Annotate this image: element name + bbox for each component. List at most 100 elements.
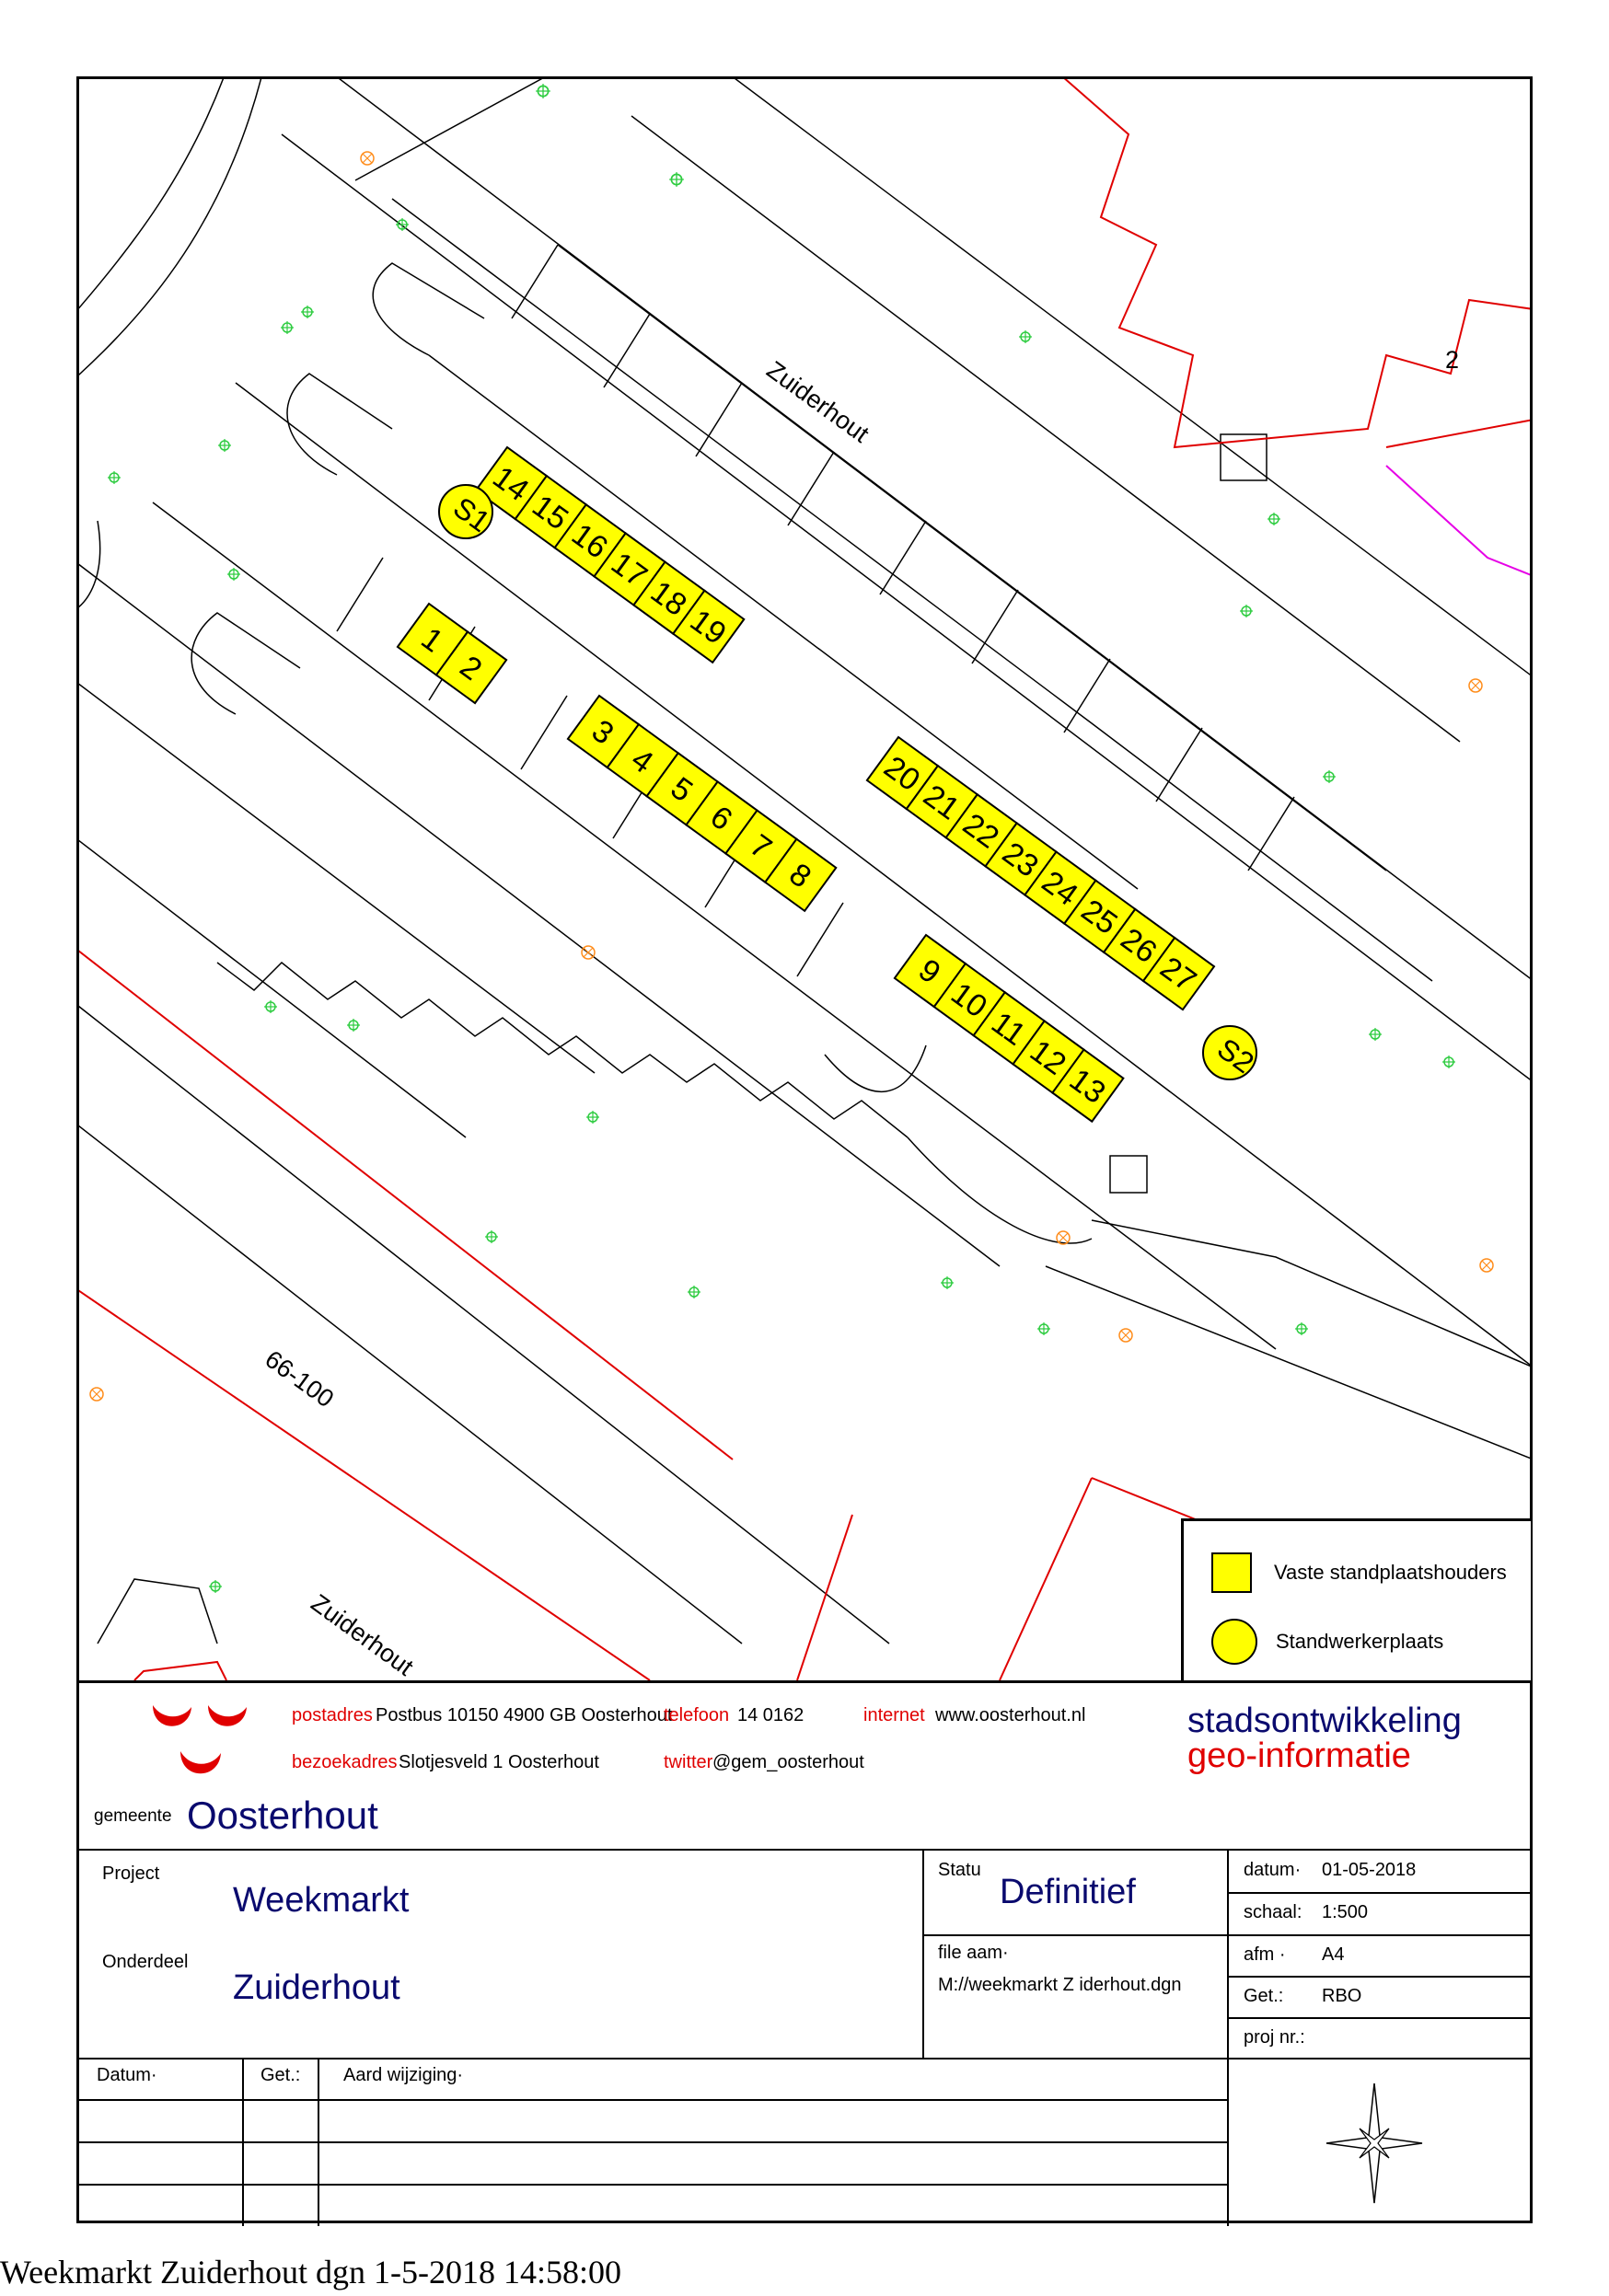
divider <box>1227 1849 1229 2226</box>
legend-square-swatch <box>1211 1552 1252 1593</box>
stall-row: 12 <box>396 602 508 705</box>
parcel-boundaries <box>79 79 1530 1680</box>
stall-26[interactable]: 26 <box>1102 907 1176 983</box>
title-block: gemeente Oosterhout postadres Postbus 10… <box>76 1680 1533 2226</box>
stall-20[interactable]: 20 <box>865 735 940 811</box>
divider <box>76 1849 1533 1851</box>
stall-27[interactable]: 27 <box>1141 936 1216 1011</box>
stall-12[interactable]: 12 <box>1012 1020 1085 1094</box>
telefoon-label: telefoon <box>664 1705 730 1725</box>
stall-8[interactable]: 8 <box>763 837 838 913</box>
divider <box>76 2099 1227 2101</box>
stall-3[interactable]: 3 <box>566 694 641 769</box>
stall-box <box>1141 936 1216 1011</box>
project-label: Project <box>102 1863 160 1884</box>
bezoekadres-value: Slotjesveld 1 Oosterhout <box>399 1752 599 1772</box>
map-canvas: Zuiderhout Zuiderhout 66-100 2 123456789… <box>79 79 1530 1680</box>
stall-21[interactable]: 21 <box>905 764 979 839</box>
drawing-frame <box>76 76 1533 2223</box>
dept-line-2: geo-informatie <box>1187 1736 1411 1775</box>
stall-5[interactable]: 5 <box>645 751 720 826</box>
market-stalls: 1234567891011121314151617181920212223242… <box>396 445 1216 1124</box>
stall-22[interactable]: 22 <box>944 792 1019 868</box>
telefoon-value: 14 0162 <box>737 1705 804 1725</box>
revision-col-datum: Datum· <box>97 2065 157 2085</box>
stall-14[interactable]: 14 <box>474 445 549 521</box>
divider <box>318 2058 319 2226</box>
datum-value: 01-05-2018 <box>1322 1860 1417 1880</box>
stall-2[interactable]: 2 <box>434 630 508 705</box>
legend-item-fixed: Vaste standplaatshouders <box>1211 1552 1507 1593</box>
getekend-label: Get.: <box>1244 1986 1284 2006</box>
stall-1[interactable]: 1 <box>396 602 469 676</box>
afm-label: afm · <box>1244 1944 1286 1965</box>
file-label: file aam· <box>938 1943 1009 1963</box>
magenta-boundary <box>1385 465 1530 576</box>
stall-18[interactable]: 18 <box>632 560 706 636</box>
stall-box <box>1051 1048 1125 1124</box>
twitter-label: twitter <box>664 1752 713 1772</box>
divider <box>922 1849 924 2058</box>
standwerker-spot-s2[interactable]: S2 <box>1202 1025 1260 1080</box>
divider <box>1227 2017 1533 2019</box>
compass-rose-icon <box>1325 2083 1423 2204</box>
postadres-value: Postbus 10150 4900 GB Oosterhout <box>376 1705 673 1725</box>
divider <box>1227 1892 1533 1894</box>
stall-6[interactable]: 6 <box>685 780 758 855</box>
divider <box>242 2058 244 2226</box>
stall-19[interactable]: 19 <box>671 589 746 664</box>
file-footer: Weekmarkt Zuiderhout dgn 1-5-2018 14:58:… <box>0 2254 621 2290</box>
divider <box>1227 1976 1533 1978</box>
internet-label: internet <box>863 1705 925 1725</box>
divider <box>76 2058 1533 2059</box>
stall-17[interactable]: 17 <box>593 532 666 606</box>
stall-box <box>434 630 508 705</box>
stall-13[interactable]: 13 <box>1051 1048 1125 1124</box>
area-label: 66-100 <box>260 1345 339 1413</box>
divider <box>922 1934 1227 1936</box>
schaal-label: schaal: <box>1244 1902 1302 1922</box>
stall-23[interactable]: 23 <box>984 822 1058 896</box>
city-name: Oosterhout <box>187 1794 378 1837</box>
file-value: M://weekmarkt Z iderhout.dgn <box>938 1975 1182 1995</box>
projnr-label: proj nr.: <box>1244 2027 1305 2048</box>
status-value: Definitief <box>1000 1873 1136 1911</box>
parcel-number: 2 <box>1445 346 1459 374</box>
onderdeel-label: Onderdeel <box>102 1952 189 1972</box>
stall-15[interactable]: 15 <box>514 474 588 549</box>
afm-value: A4 <box>1322 1944 1345 1965</box>
stall-25[interactable]: 25 <box>1062 879 1137 954</box>
legend: Vaste standplaatshouders Standwerkerplaa… <box>1181 1518 1531 1680</box>
revision-col-aard: Aard wijziging· <box>343 2065 464 2085</box>
twitter-handle[interactable]: @gem_oosterhout <box>712 1752 864 1772</box>
project-value: Weekmarkt <box>233 1881 410 1920</box>
onderdeel-value: Zuiderhout <box>233 1968 400 2007</box>
legend-standwerker-label: Standwerkerplaats <box>1276 1630 1444 1653</box>
divider <box>76 2141 1227 2143</box>
linework <box>79 79 1530 1644</box>
dept-line-1: stadsontwikkeling <box>1187 1702 1462 1740</box>
bezoekadres-label: bezoekadres <box>292 1752 398 1772</box>
stall-16[interactable]: 16 <box>553 502 628 578</box>
stall-7[interactable]: 7 <box>724 809 798 884</box>
legend-fixed-label: Vaste standplaatshouders <box>1274 1561 1507 1584</box>
street-label-zuiderhout-lower: Zuiderhout <box>306 1589 418 1680</box>
divider <box>1227 1934 1533 1936</box>
legend-circle-swatch <box>1211 1619 1257 1665</box>
oosterhout-logo-icon <box>153 1705 247 1774</box>
legend-item-standwerker: Standwerkerplaats <box>1211 1619 1443 1665</box>
divider <box>76 2184 1227 2186</box>
datum-label: datum· <box>1244 1860 1302 1880</box>
stall-box <box>763 837 838 913</box>
getekend-value: RBO <box>1322 1986 1362 2006</box>
postadres-label: postadres <box>292 1705 373 1725</box>
street-label-zuiderhout-upper: Zuiderhout <box>761 356 874 448</box>
revision-col-get: Get.: <box>260 2065 301 2085</box>
stall-box <box>671 589 746 664</box>
internet-link[interactable]: www.oosterhout.nl <box>935 1705 1086 1725</box>
